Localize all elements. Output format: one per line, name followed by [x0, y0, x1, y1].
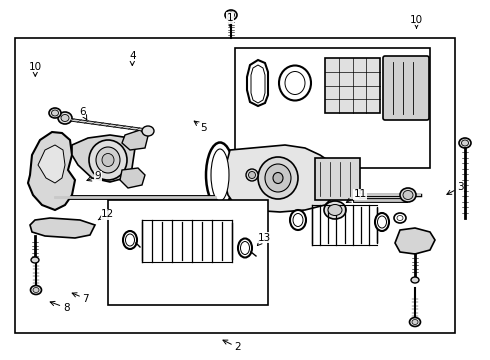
Ellipse shape — [51, 110, 58, 116]
Ellipse shape — [248, 171, 255, 179]
Text: 9: 9 — [87, 171, 101, 181]
Text: 12: 12 — [98, 209, 115, 220]
Ellipse shape — [142, 126, 154, 136]
Ellipse shape — [290, 210, 306, 230]
Ellipse shape — [89, 140, 127, 180]
Ellipse shape — [265, 164, 291, 192]
Ellipse shape — [225, 10, 237, 20]
Ellipse shape — [241, 242, 249, 255]
Text: 2: 2 — [223, 340, 241, 352]
Polygon shape — [30, 218, 95, 238]
Polygon shape — [38, 145, 65, 183]
Ellipse shape — [397, 216, 403, 220]
Bar — [15, 38, 455, 333]
Text: 11: 11 — [346, 189, 367, 203]
Ellipse shape — [411, 277, 419, 283]
Polygon shape — [120, 168, 145, 188]
Ellipse shape — [30, 285, 42, 294]
Polygon shape — [247, 60, 268, 106]
Text: 13: 13 — [257, 233, 271, 246]
Ellipse shape — [102, 153, 114, 166]
Text: 7: 7 — [72, 293, 89, 304]
FancyBboxPatch shape — [383, 56, 429, 120]
Ellipse shape — [459, 138, 471, 148]
Polygon shape — [122, 130, 148, 150]
Ellipse shape — [375, 213, 389, 231]
Ellipse shape — [227, 12, 235, 18]
Ellipse shape — [462, 140, 468, 146]
Bar — [108, 200, 268, 305]
Ellipse shape — [211, 149, 229, 201]
Ellipse shape — [61, 114, 69, 122]
Ellipse shape — [410, 318, 420, 327]
Text: 6: 6 — [79, 107, 87, 120]
Ellipse shape — [33, 288, 39, 292]
Ellipse shape — [403, 190, 413, 199]
Polygon shape — [72, 135, 135, 182]
Text: 3: 3 — [447, 182, 464, 194]
Ellipse shape — [273, 172, 283, 184]
Ellipse shape — [285, 72, 305, 94]
Text: 8: 8 — [50, 301, 70, 313]
Text: 5: 5 — [194, 121, 207, 133]
Bar — [325, 58, 380, 113]
Ellipse shape — [238, 238, 252, 257]
Ellipse shape — [206, 143, 234, 207]
Ellipse shape — [412, 320, 418, 324]
Ellipse shape — [377, 216, 387, 228]
Polygon shape — [251, 65, 265, 103]
Ellipse shape — [31, 257, 39, 263]
Ellipse shape — [246, 169, 258, 181]
Ellipse shape — [96, 147, 120, 173]
Text: 1: 1 — [227, 13, 234, 27]
Ellipse shape — [125, 234, 134, 246]
Ellipse shape — [394, 213, 406, 223]
Polygon shape — [395, 228, 435, 254]
Polygon shape — [28, 132, 75, 210]
Ellipse shape — [400, 188, 416, 202]
Ellipse shape — [49, 108, 61, 118]
Polygon shape — [225, 145, 340, 212]
Ellipse shape — [58, 112, 72, 124]
Text: 10: 10 — [29, 62, 42, 76]
Ellipse shape — [123, 231, 137, 249]
Text: 10: 10 — [410, 15, 423, 28]
Ellipse shape — [258, 157, 298, 199]
Ellipse shape — [328, 204, 342, 216]
Bar — [315, 158, 360, 200]
Ellipse shape — [324, 201, 346, 219]
Bar — [235, 48, 430, 168]
Text: 4: 4 — [129, 51, 136, 66]
Ellipse shape — [293, 213, 303, 226]
Ellipse shape — [279, 66, 311, 100]
